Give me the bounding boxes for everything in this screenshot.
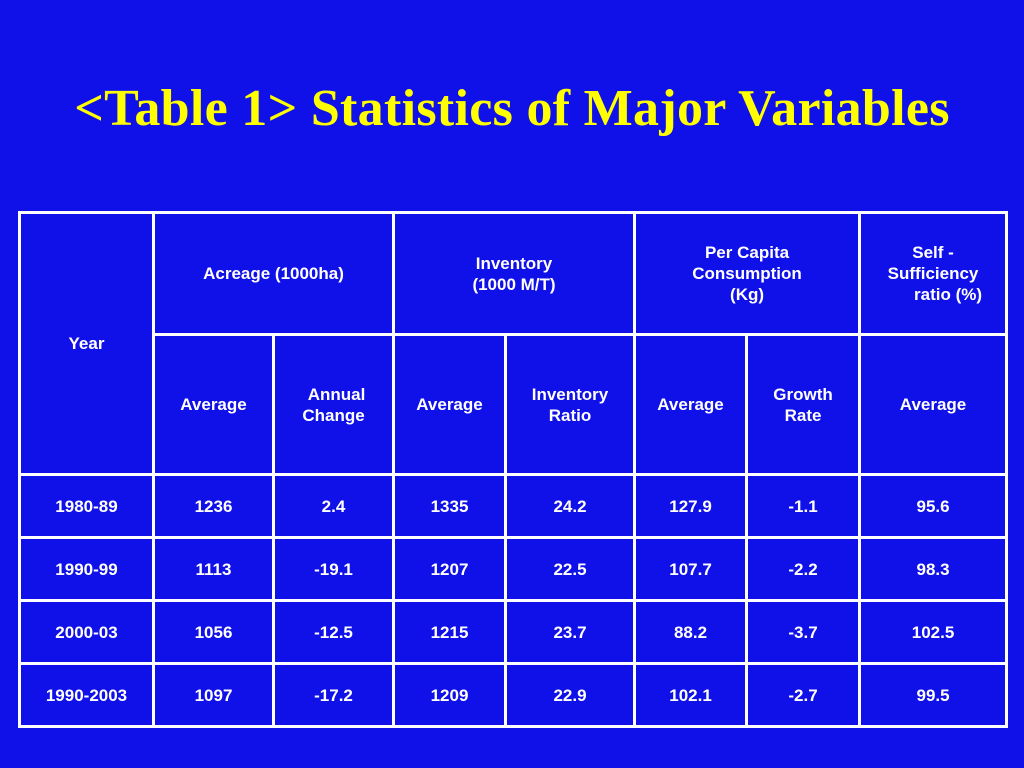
self-sufficiency-cell: 99.5 xyxy=(858,662,1009,728)
inventory-ratio-cell: 24.2 xyxy=(503,473,637,539)
self-sufficiency-line-1: Self - xyxy=(912,243,954,262)
self-sufficiency-average-header: Average xyxy=(858,333,1009,476)
row-year-cell: 1990-99 xyxy=(18,536,155,602)
growth-rate-header: Growth Rate xyxy=(745,333,862,476)
per-capita-line-2: Consumption xyxy=(692,264,802,283)
consumption-average-cell: 88.2 xyxy=(633,599,749,665)
inventory-ratio-cell: 23.7 xyxy=(503,599,637,665)
inventory-ratio-header: Inventory Ratio xyxy=(503,333,637,476)
per-capita-group-header: Per Capita Consumption (Kg) xyxy=(633,211,862,336)
inventory-average-cell: 1209 xyxy=(392,662,507,728)
per-capita-line-3: (Kg) xyxy=(730,285,765,304)
row-year-cell: 2000-03 xyxy=(18,599,155,665)
growth-rate-cell: -3.7 xyxy=(745,599,862,665)
inventory-ratio-line-1: Inventory xyxy=(531,384,609,404)
inventory-ratio-cell: 22.5 xyxy=(503,536,637,602)
annual-change-cell: -19.1 xyxy=(272,536,395,602)
annual-change-cell: 2.4 xyxy=(272,473,395,539)
consumption-average-header: Average xyxy=(633,333,749,476)
table-row: 2000-03 1056 -12.5 1215 23.7 88.2 -3.7 1… xyxy=(18,599,1009,665)
year-header: Year xyxy=(18,211,155,476)
inventory-average-header: Average xyxy=(392,333,507,476)
consumption-average-cell: 127.9 xyxy=(633,473,749,539)
acreage-average-cell: 1236 xyxy=(152,473,275,539)
growth-rate-cell: -2.2 xyxy=(745,536,862,602)
table-row: 1990-99 1113 -19.1 1207 22.5 107.7 -2.2 … xyxy=(18,536,1009,602)
acreage-average-cell: 1113 xyxy=(152,536,275,602)
row-year-cell: 1990-2003 xyxy=(18,662,155,728)
inventory-average-cell: 1335 xyxy=(392,473,507,539)
self-sufficiency-cell: 95.6 xyxy=(858,473,1009,539)
annual-change-cell: -17.2 xyxy=(272,662,395,728)
growth-rate-line-1: Growth xyxy=(773,384,833,404)
growth-rate-cell: -2.7 xyxy=(745,662,862,728)
subheader-row: Average Annual Change Average Inventory … xyxy=(20,333,1009,476)
inventory-ratio-cell: 22.9 xyxy=(503,662,637,728)
slide-title: <Table 1> Statistics of Major Variables xyxy=(74,80,950,137)
row-year-cell: 1980-89 xyxy=(18,473,155,539)
acreage-average-cell: 1056 xyxy=(152,599,275,665)
group-header-row: Year Acreage (1000ha) Inventory (1000 M/… xyxy=(18,211,1009,476)
per-capita-line-1: Per Capita xyxy=(704,243,790,262)
inventory-average-cell: 1215 xyxy=(392,599,507,665)
inventory-average-cell: 1207 xyxy=(392,536,507,602)
self-sufficiency-group-header: Self - Sufficiency ratio (%) xyxy=(858,211,1009,336)
acreage-average-cell: 1097 xyxy=(152,662,275,728)
self-sufficiency-line-3: ratio (%) xyxy=(914,285,983,304)
consumption-average-cell: 102.1 xyxy=(633,662,749,728)
self-sufficiency-line-2: Sufficiency xyxy=(887,264,979,283)
inventory-group-line-1: Inventory xyxy=(475,253,553,273)
growth-rate-cell: -1.1 xyxy=(745,473,862,539)
statistics-table: Year Acreage (1000ha) Inventory (1000 M/… xyxy=(18,211,1009,728)
growth-rate-line-2: Rate xyxy=(784,405,822,425)
inventory-group-line-2: (1000 M/T) xyxy=(472,274,556,294)
acreage-average-header: Average xyxy=(152,333,275,476)
annual-change-cell: -12.5 xyxy=(272,599,395,665)
annual-change-header: Annual Change xyxy=(272,333,395,476)
inventory-ratio-line-2: Ratio xyxy=(548,405,592,425)
acreage-group-header: Acreage (1000ha) xyxy=(152,211,395,336)
self-sufficiency-cell: 98.3 xyxy=(858,536,1009,602)
annual-change-line-1: Annual xyxy=(307,384,366,404)
table-row: 1980-89 1236 2.4 1335 24.2 127.9 -1.1 95… xyxy=(18,473,1009,539)
inventory-group-header: Inventory (1000 M/T) xyxy=(391,211,637,336)
table-row: 1990-2003 1097 -17.2 1209 22.9 102.1 -2.… xyxy=(18,662,1009,728)
self-sufficiency-cell: 102.5 xyxy=(858,599,1009,665)
consumption-average-cell: 107.7 xyxy=(633,536,749,602)
annual-change-line-2: Change xyxy=(302,405,365,425)
